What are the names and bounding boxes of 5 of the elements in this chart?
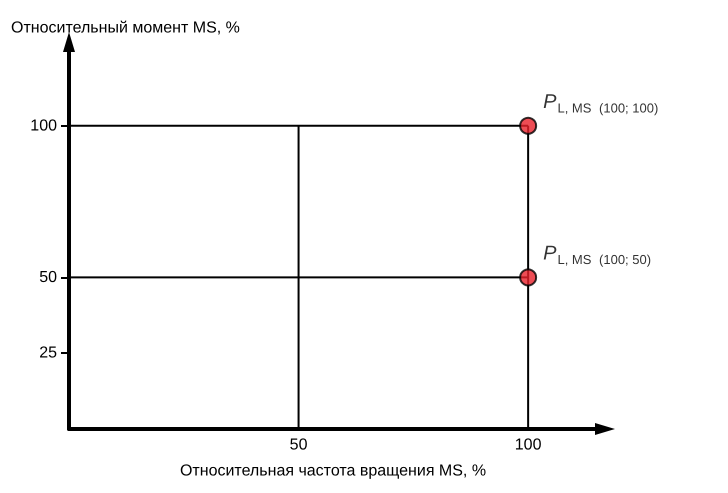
y-tick-label: 50 [39, 268, 58, 286]
y-axis-title: Относительный момент MS, % [11, 20, 240, 36]
y-tick-label: 100 [30, 117, 58, 134]
y-tick-label: 25 [39, 344, 58, 362]
x-axis-title: Относительная частота вращения MS, % [180, 462, 486, 480]
